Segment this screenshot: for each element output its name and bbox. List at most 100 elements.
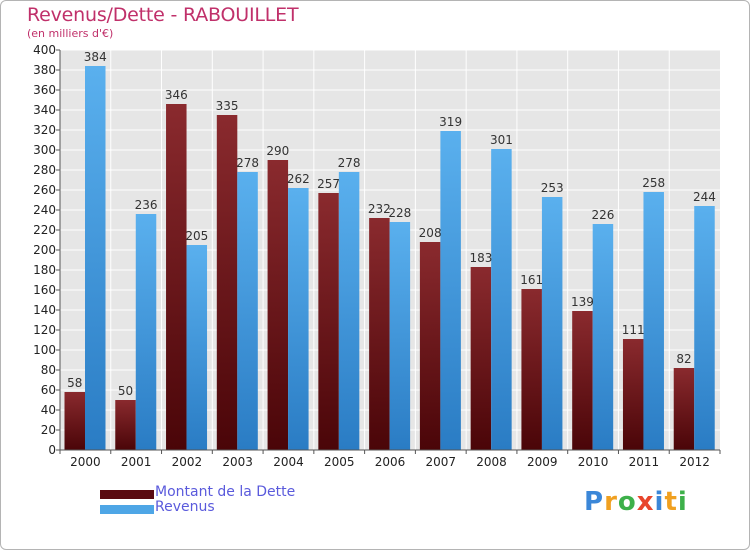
data-label-revenue: 319 xyxy=(439,115,462,129)
data-label-revenue: 384 xyxy=(84,50,107,64)
logo-letter: o xyxy=(617,487,637,517)
data-label-revenue: 226 xyxy=(591,208,614,222)
data-label-debt: 346 xyxy=(165,88,188,102)
data-label-revenue: 236 xyxy=(135,198,158,212)
y-tick-label: 340 xyxy=(33,103,56,117)
bar-debt xyxy=(115,400,136,450)
data-label-revenue: 258 xyxy=(642,176,665,190)
bar-debt xyxy=(622,339,644,450)
bar-revenue xyxy=(592,224,614,450)
x-tick-label: 2006 xyxy=(375,455,406,469)
logo-letter: P xyxy=(584,487,605,517)
bar-revenue xyxy=(135,214,157,450)
x-tick-label: 2003 xyxy=(222,455,253,469)
x-tick-label: 2001 xyxy=(121,455,152,469)
data-label-debt: 183 xyxy=(469,251,492,265)
chart-subtitle: (en milliers d'€) xyxy=(27,27,114,40)
x-tick-label: 2004 xyxy=(273,455,304,469)
bar-debt xyxy=(470,267,492,450)
y-tick-label: 320 xyxy=(33,123,56,137)
x-tick-label: 2012 xyxy=(679,455,710,469)
data-label-debt: 161 xyxy=(520,273,543,287)
y-tick-label: 60 xyxy=(41,383,56,397)
bar-debt xyxy=(369,218,390,450)
data-label-debt: 257 xyxy=(317,177,340,191)
x-tick-label: 2010 xyxy=(578,455,609,469)
bar-debt xyxy=(419,242,441,450)
x-tick-label: 2005 xyxy=(324,455,355,469)
data-label-revenue: 278 xyxy=(236,156,259,170)
bar-revenue xyxy=(237,172,258,450)
y-tick-label: 360 xyxy=(33,83,56,97)
y-tick-label: 380 xyxy=(33,63,56,77)
data-label-debt: 208 xyxy=(419,226,442,240)
bar-debt xyxy=(166,104,187,450)
bar-revenue xyxy=(643,192,664,450)
y-tick-label: 400 xyxy=(33,43,56,57)
y-tick-label: 40 xyxy=(41,403,56,417)
y-tick-label: 240 xyxy=(33,203,56,217)
data-label-debt: 139 xyxy=(571,295,594,309)
data-label-debt: 58 xyxy=(67,376,82,390)
y-tick-label: 100 xyxy=(33,343,56,357)
data-label-revenue: 253 xyxy=(541,181,564,195)
logo-letter: i xyxy=(677,487,688,517)
y-tick-label: 260 xyxy=(33,183,56,197)
y-tick-label: 220 xyxy=(33,223,56,237)
data-label-debt: 82 xyxy=(676,352,691,366)
bar-revenue xyxy=(186,245,208,450)
y-tick-label: 180 xyxy=(33,263,56,277)
logo-letter: r xyxy=(604,487,618,517)
chart-title: Revenus/Dette - RABOUILLET xyxy=(27,4,299,26)
x-tick-label: 2000 xyxy=(70,455,101,469)
data-label-debt: 232 xyxy=(368,202,391,216)
bar-debt xyxy=(521,289,542,450)
legend-label-revenue: Revenus xyxy=(155,499,215,515)
y-tick-label: 200 xyxy=(33,243,56,257)
bar-revenue xyxy=(694,206,715,450)
y-tick-label: 20 xyxy=(41,423,56,437)
logo-letter: i xyxy=(654,487,665,517)
y-tick-label: 80 xyxy=(41,363,56,377)
bar-revenue xyxy=(288,188,309,450)
bar-revenue xyxy=(491,149,512,450)
data-label-debt: 290 xyxy=(266,144,289,158)
x-tick-label: 2008 xyxy=(476,455,507,469)
y-tick-label: 0 xyxy=(48,443,56,457)
data-label-revenue: 244 xyxy=(693,190,716,204)
x-tick-label: 2009 xyxy=(527,455,558,469)
bar-debt xyxy=(267,160,289,450)
data-label-revenue: 228 xyxy=(388,206,411,220)
bar-debt xyxy=(572,311,593,450)
bar-debt xyxy=(216,115,238,450)
data-label-revenue: 301 xyxy=(490,133,513,147)
y-tick-label: 300 xyxy=(33,143,56,157)
data-label-debt: 335 xyxy=(216,99,239,113)
data-label-revenue: 205 xyxy=(185,229,208,243)
legend-swatch-debt xyxy=(100,490,154,499)
x-tick-label: 2002 xyxy=(172,455,203,469)
y-tick-label: 120 xyxy=(33,323,56,337)
bar-revenue xyxy=(85,66,106,450)
y-tick-label: 280 xyxy=(33,163,56,177)
bar-debt xyxy=(673,368,695,450)
y-tick-label: 140 xyxy=(33,303,56,317)
logo-letter: x xyxy=(636,487,655,517)
x-tick-label: 2007 xyxy=(425,455,456,469)
y-tick-label: 160 xyxy=(33,283,56,297)
logo-letter: t xyxy=(664,487,678,517)
data-label-revenue: 278 xyxy=(338,156,361,170)
data-label-debt: 50 xyxy=(118,384,133,398)
legend-swatch-revenue xyxy=(100,505,154,514)
bar-debt xyxy=(318,193,339,450)
data-label-debt: 111 xyxy=(622,323,645,337)
legend-label-debt: Montant de la Dette xyxy=(155,484,296,500)
bar-revenue xyxy=(440,131,461,450)
x-tick-label: 2011 xyxy=(629,455,660,469)
bar-revenue xyxy=(541,197,563,450)
data-label-revenue: 262 xyxy=(287,172,310,186)
bar-revenue xyxy=(389,222,411,450)
proxiti-logo: Proxiti xyxy=(584,487,688,517)
bar-debt xyxy=(64,392,85,450)
